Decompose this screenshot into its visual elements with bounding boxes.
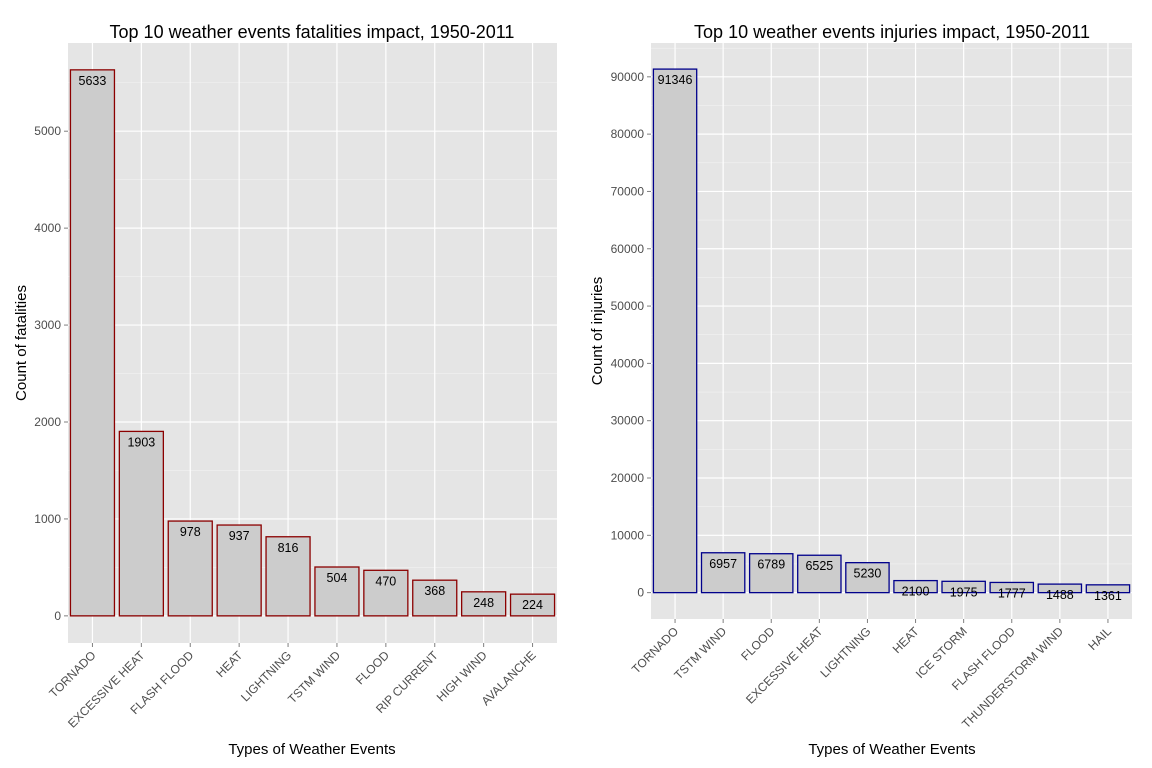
injuries-x-tick-label: HAIL xyxy=(1085,624,1114,653)
fatalities-bar xyxy=(265,536,311,617)
injuries-minor-grid xyxy=(651,47,1132,565)
fatalities-x-tick-label: TSTM WIND xyxy=(285,648,343,706)
fatalities-y-tick-label: 1000 xyxy=(34,512,61,526)
injuries-bar xyxy=(652,68,698,594)
fatalities-x-tick-label: TORNADO xyxy=(46,648,98,700)
injuries-bar xyxy=(941,580,986,594)
fatalities-y-tick-label: 2000 xyxy=(34,415,61,429)
injuries-y-tick-label: 10000 xyxy=(611,528,645,542)
injuries-y-tick-label: 40000 xyxy=(611,356,645,370)
injuries-bar-value-label: 1777 xyxy=(998,586,1026,600)
fatalities-bar xyxy=(412,579,458,617)
fatalities-bar-value-label: 937 xyxy=(229,529,250,543)
fatalities-x-tick-label: HEAT xyxy=(213,648,245,680)
injuries-chart: Top 10 weather events injuries impact, 1… xyxy=(589,22,1132,758)
injuries-bar xyxy=(845,562,890,594)
fatalities-bar-value-label: 5633 xyxy=(79,74,107,88)
injuries-y-tick-label: 0 xyxy=(637,586,644,600)
injuries-x-tick-label: TSTM WIND xyxy=(671,624,729,682)
injuries-y-tick-label: 50000 xyxy=(611,299,645,313)
injuries-bar-value-label: 5230 xyxy=(854,567,882,581)
fatalities-bar-value-label: 1903 xyxy=(127,435,155,449)
injuries-y-tick-label: 90000 xyxy=(611,70,645,84)
fatalities-bar xyxy=(69,69,116,617)
injuries-bar xyxy=(797,554,842,594)
injuries-x-tick-label: LIGHTNING xyxy=(817,624,873,680)
fatalities-bars xyxy=(69,69,556,617)
injuries-bar-value-label: 91346 xyxy=(658,73,693,87)
injuries-bar-value-label: 6525 xyxy=(805,559,833,573)
fatalities-bar-value-label: 504 xyxy=(327,571,348,585)
fatalities-bar xyxy=(167,520,213,617)
injuries-bar xyxy=(1037,583,1083,594)
injuries-bar xyxy=(748,553,794,594)
injuries-x-axis-title: Types of Weather Events xyxy=(808,741,975,758)
injuries-bar-value-label: 1975 xyxy=(950,585,978,599)
fatalities-x-tick-label: FLOOD xyxy=(353,648,392,687)
fatalities-bar-labels: 5633 1903 978 937 816 504 470 368 248 224 xyxy=(79,74,543,612)
fatalities-bar-value-label: 470 xyxy=(375,574,396,588)
injuries-bar xyxy=(989,581,1035,594)
injuries-y-tick-label: 80000 xyxy=(611,127,645,141)
injuries-bar xyxy=(1085,584,1131,594)
injuries-bar-labels: 91346 6957 6789 6525 5230 2100 1975 1777 1488 136… xyxy=(658,73,1122,603)
injuries-y-tick-labels: 0 10000 20000 30000 40000 50000 60000 70000 8000… xyxy=(611,70,651,600)
fatalities-y-tick-label: 0 xyxy=(54,609,61,623)
injuries-bar-value-label: 6789 xyxy=(757,558,785,572)
fatalities-y-axis-title: Count of fatalities xyxy=(13,285,30,401)
fatalities-bar xyxy=(460,591,507,617)
injuries-y-tick-label: 30000 xyxy=(611,414,645,428)
injuries-x-tick-label: HEAT xyxy=(890,624,922,656)
injuries-bar xyxy=(700,552,746,594)
injuries-y-tick-label: 20000 xyxy=(611,471,645,485)
injuries-x-tick-label: TORNADO xyxy=(629,624,681,676)
fatalities-y-tick-labels: 0 1000 2000 3000 4000 5000 xyxy=(34,124,68,623)
fatalities-bar xyxy=(363,569,409,617)
injuries-y-tick-label: 70000 xyxy=(611,184,645,198)
fatalities-chart-title: Top 10 weather events fatalities impact,… xyxy=(110,22,515,42)
injuries-bar-value-label: 6957 xyxy=(709,557,737,571)
fatalities-bar xyxy=(216,524,262,617)
fatalities-bar-value-label: 248 xyxy=(473,596,494,610)
injuries-plot-panel xyxy=(651,43,1132,619)
fatalities-y-tick-label: 4000 xyxy=(34,221,61,235)
injuries-y-tick-label: 60000 xyxy=(611,242,645,256)
injuries-bar-value-label: 2100 xyxy=(902,585,930,599)
fatalities-bar-value-label: 224 xyxy=(522,598,543,612)
fatalities-bar xyxy=(118,430,165,617)
fatalities-bar xyxy=(509,593,556,617)
fatalities-chart: Top 10 weather events fatalities impact,… xyxy=(13,22,557,758)
fatalities-y-tick-label: 5000 xyxy=(34,124,61,138)
injuries-bar-value-label: 1488 xyxy=(1046,588,1074,602)
injuries-chart-title: Top 10 weather events injuries impact, 1… xyxy=(694,22,1090,42)
fatalities-bar-value-label: 816 xyxy=(278,541,299,555)
fatalities-bar-value-label: 368 xyxy=(424,584,445,598)
fatalities-x-axis-title: Types of Weather Events xyxy=(228,741,395,758)
injuries-bars xyxy=(652,68,1131,594)
injuries-x-tick-label: FLOOD xyxy=(738,624,777,663)
fatalities-y-tick-label: 3000 xyxy=(34,318,61,332)
injuries-x-tick-label: THUNDERSTORM WIND xyxy=(959,624,1066,731)
fatalities-bar-value-label: 978 xyxy=(180,525,201,539)
injuries-bar xyxy=(893,579,938,594)
injuries-bar-value-label: 1361 xyxy=(1094,589,1122,603)
injuries-y-axis-title: Count of injuries xyxy=(589,277,606,385)
fatalities-bar xyxy=(314,566,360,617)
